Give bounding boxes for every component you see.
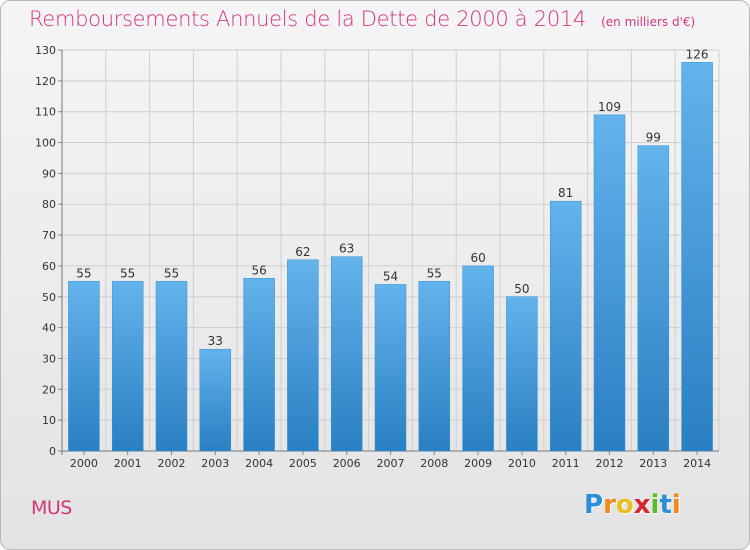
bar (287, 259, 319, 452)
y-tick-label: 0 (49, 445, 56, 458)
y-tick-label: 50 (42, 291, 56, 304)
bar (462, 265, 494, 452)
bar (330, 256, 363, 452)
y-tick-label: 20 (42, 383, 56, 396)
bar-value-label: 99 (646, 131, 661, 145)
logo-letter: t (659, 490, 672, 520)
x-tick-label: 2011 (552, 457, 580, 470)
bar (155, 281, 188, 452)
x-tick-label: 2010 (508, 457, 536, 470)
bar-value-label: 55 (427, 266, 442, 280)
y-tick-label: 80 (42, 198, 56, 211)
bar-value-label: 63 (339, 242, 354, 256)
x-tick-label: 2008 (420, 457, 448, 470)
y-tick-label: 30 (42, 352, 56, 365)
y-tick-label: 130 (35, 44, 56, 57)
bar-value-label: 60 (470, 251, 485, 265)
bar (199, 348, 232, 452)
x-tick-label: 2007 (377, 457, 405, 470)
x-tick-label: 2013 (639, 457, 667, 470)
bar (418, 281, 451, 452)
x-tick-label: 2009 (464, 457, 492, 470)
bar (549, 200, 582, 452)
bar-value-label: 62 (295, 245, 310, 259)
y-tick-label: 60 (42, 260, 56, 273)
logo-letter: i (671, 490, 681, 520)
x-tick-label: 2014 (683, 457, 711, 470)
x-tick-label: 2004 (245, 457, 273, 470)
bar-value-label: 55 (164, 266, 179, 280)
y-tick-label: 90 (42, 167, 56, 180)
proxiti-logo[interactable]: Proxiti (584, 490, 681, 520)
chart-title: Remboursements Annuels de la Dette de 20… (29, 7, 695, 31)
bar-value-label: 50 (514, 282, 529, 296)
bar (681, 62, 713, 452)
logo-letter: x (633, 490, 651, 520)
x-tick-label: 2006 (333, 457, 361, 470)
y-tick-label: 40 (42, 322, 56, 335)
y-tick-label: 120 (35, 75, 56, 88)
bar (243, 278, 275, 452)
logo-letter: i (650, 490, 660, 520)
x-tick-label: 2002 (158, 457, 186, 470)
x-tick-label: 2012 (596, 457, 624, 470)
x-tick-label: 2003 (201, 457, 229, 470)
bar-value-label: 56 (251, 263, 266, 277)
bar-value-label: 55 (76, 266, 91, 280)
bar (374, 284, 407, 452)
chart-title-text: Remboursements Annuels de la Dette de 20… (29, 7, 586, 31)
bar-value-label: 81 (558, 186, 573, 200)
commune-name: MUS (31, 497, 72, 519)
x-tick-label: 2005 (289, 457, 317, 470)
logo-letter: r (603, 490, 616, 520)
bar (111, 281, 144, 452)
bar-value-label: 54 (383, 269, 398, 283)
logo-letter: o (615, 490, 634, 520)
y-tick-label: 10 (42, 414, 56, 427)
bar-value-label: 33 (208, 334, 223, 348)
y-tick-label: 100 (35, 137, 56, 150)
y-tick-label: 110 (35, 106, 56, 119)
bar-value-label: 126 (686, 47, 709, 61)
bar (506, 296, 538, 452)
x-tick-label: 2000 (70, 457, 98, 470)
value-labels: 55 55 55 33 56 62 63 54 55 60 50 81 109 99 126 (76, 47, 708, 348)
bars (68, 62, 713, 452)
bar (593, 114, 626, 452)
bar-value-label: 109 (598, 100, 621, 114)
x-tick-label: 2001 (114, 457, 142, 470)
bar-value-label: 55 (120, 266, 135, 280)
bar (637, 145, 670, 452)
y-tick-label: 70 (42, 229, 56, 242)
bar (68, 281, 100, 452)
chart-unit: (en milliers d'€) (601, 15, 696, 29)
logo-letter: P (584, 490, 604, 520)
